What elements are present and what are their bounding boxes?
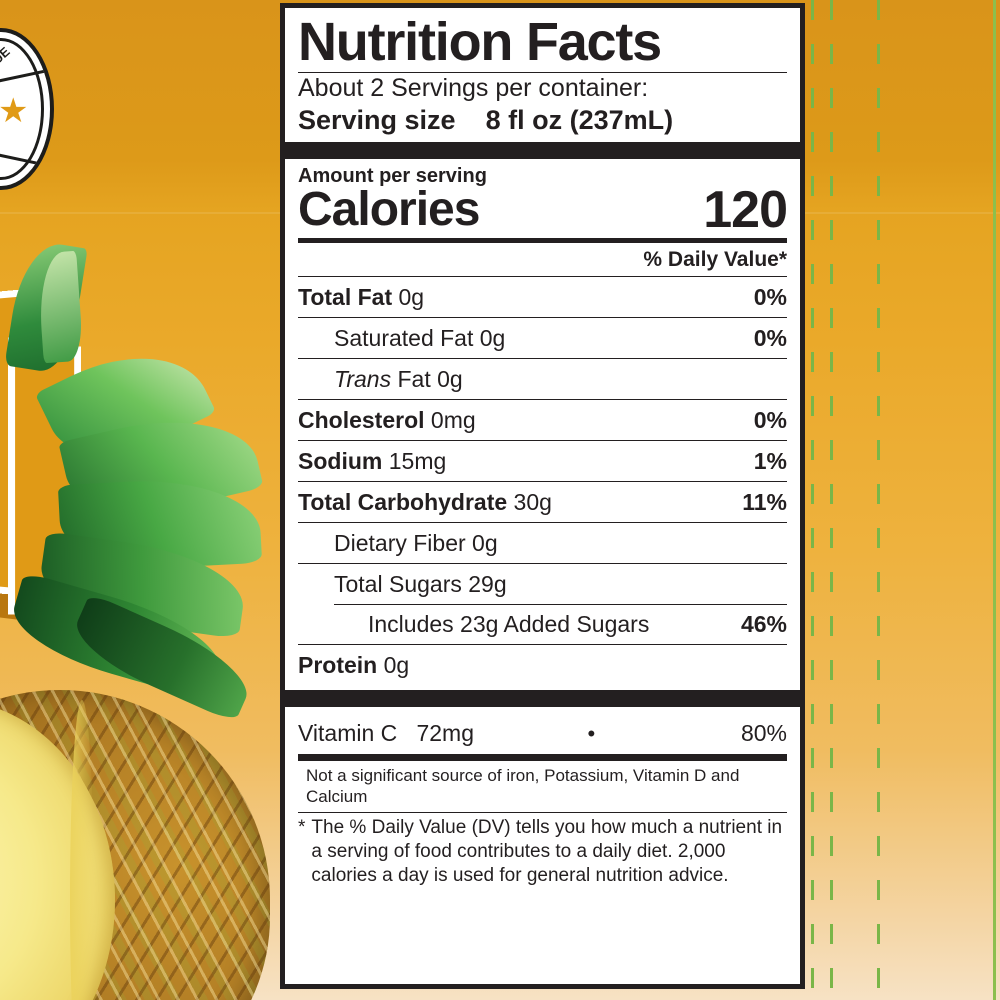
vitamin-name: Vitamin C: [298, 720, 398, 746]
nutrient-name: Cholesterol 0mg: [298, 407, 476, 433]
thick-divider: [285, 142, 800, 159]
dashed-guide-line: [830, 0, 833, 1000]
amount-per-serving-label: Amount per serving: [298, 165, 487, 187]
nutrition-facts-panel: Nutrition Facts About 2 Servings per con…: [280, 3, 805, 989]
nutrient-row: Dietary Fiber 0g: [298, 522, 787, 563]
nutrient-name: Saturated Fat 0g: [334, 325, 506, 351]
nutrient-name: Sodium 15mg: [298, 448, 447, 474]
nutrient-daily-value: 11%: [742, 489, 787, 515]
nutrient-daily-value: 1%: [753, 448, 787, 474]
serving-size-label: Serving size: [298, 105, 456, 135]
vitamin-name-amount: Vitamin C 72mg: [298, 720, 552, 747]
nutrient-name: Trans Fat 0g: [334, 366, 463, 392]
nutrient-row: Trans Fat 0g: [298, 358, 787, 399]
calories-value: 120: [703, 181, 788, 239]
calories-label: Calories: [298, 183, 480, 236]
nutrient-row: Total Fat 0g 0%: [298, 276, 787, 317]
title-rule: [298, 72, 787, 73]
footnote-star: *: [298, 817, 306, 838]
nutrient-name: Total Sugars 29g: [334, 571, 507, 597]
nutrient-rows: Total Fat 0g 0% Saturated Fat 0g 0% Trans Fa…: [298, 276, 787, 685]
nutrient-name: Dietary Fiber 0g: [334, 530, 498, 556]
nutrient-row: Total Sugars 29g: [298, 563, 787, 604]
nutrient-row: Cholesterol 0mg 0%: [298, 399, 787, 440]
nutrient-daily-value: 0%: [753, 325, 787, 351]
serving-size-value: 8 fl oz (237mL): [485, 105, 674, 135]
nutrient-daily-value: 0%: [753, 284, 787, 310]
vitamin-bottom-rule: [298, 754, 787, 761]
protein-bottom-divider: [285, 690, 800, 707]
nutrient-row: Sodium 15mg 1%: [298, 440, 787, 481]
pineapple-flesh-edge: [70, 700, 94, 1000]
daily-value-footnote: * The % Daily Value (DV) tells you how m…: [298, 812, 787, 888]
nutrient-name: Includes 23g Added Sugars: [368, 611, 650, 637]
daily-value-header: % Daily Value*: [643, 248, 787, 271]
nutrient-daily-value: 0%: [753, 407, 787, 433]
footnote-text: The % Daily Value (DV) tells you how muc…: [311, 817, 783, 886]
nutrient-daily-value: 46%: [740, 611, 787, 637]
nutrient-name: Protein 0g: [298, 652, 410, 678]
vitamin-daily-value: 80%: [740, 720, 787, 746]
bullet-separator-icon: •: [587, 721, 596, 746]
calories-bottom-rule: [298, 238, 787, 243]
dashed-guide-line: [811, 0, 814, 1000]
vitamin-row: Vitamin C 72mg • 80%: [298, 712, 787, 754]
nutrient-row: Protein 0g: [298, 644, 787, 685]
solid-guide-line: [993, 0, 996, 1000]
vitamin-amount: 72mg: [416, 720, 474, 746]
panel-title: Nutrition Facts: [298, 12, 662, 72]
nutrient-name: Total Carbohydrate 30g: [298, 489, 552, 515]
not-significant-source-note: Not a significant source of iron, Potass…: [306, 766, 740, 806]
servings-per-container: About 2 Servings per container:: [298, 74, 649, 102]
nutrient-name: Total Fat 0g: [298, 284, 425, 310]
dashed-guide-line: [877, 0, 880, 1000]
serving-size-row: Serving size 8 fl oz (237mL): [298, 104, 787, 137]
nutrient-row: Saturated Fat 0g 0%: [298, 317, 787, 358]
nutrient-row: Includes 23g Added Sugars 46%: [298, 604, 787, 644]
calories-row: Calories 120: [298, 181, 788, 239]
nutrient-row: Total Carbohydrate 30g 11%: [298, 481, 787, 522]
